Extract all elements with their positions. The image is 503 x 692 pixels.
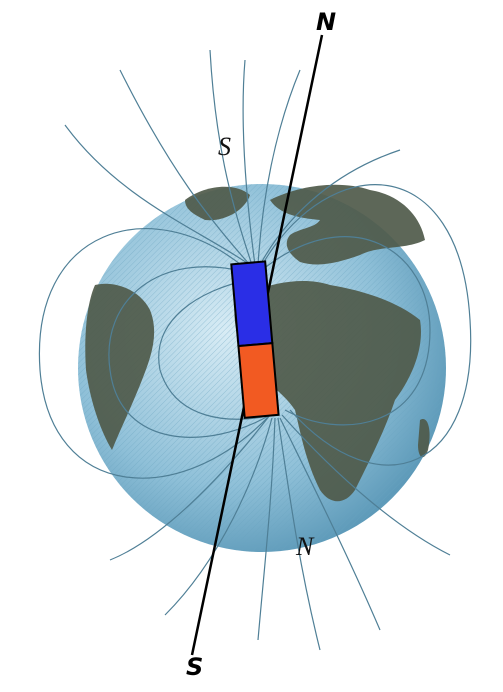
field-line [257,69,301,266]
geographic-north-label: N [316,8,336,36]
field-line [279,417,381,631]
field-lines [38,49,472,651]
europe [270,184,425,265]
field-line [261,184,472,466]
field-line [119,69,251,266]
magnet-blue-pole [230,260,274,348]
field-line [158,279,273,420]
field-line [108,266,271,438]
field-line [109,414,271,561]
magnet-red-pole [237,342,280,419]
field-line [38,228,271,479]
field-line [164,417,273,616]
field-line [259,149,401,266]
field-line [64,124,251,266]
magnetic-north-label: N [295,532,315,561]
field-line [277,417,321,651]
bar-magnet [230,260,280,419]
field-line [261,236,431,426]
magnetic-south-label: S [218,132,231,161]
greenland [185,186,250,221]
geographic-south-label: S [186,653,203,681]
madagascar [418,419,430,458]
africa [234,280,421,502]
field-line [209,49,253,266]
field-line [281,414,451,556]
field-line [242,59,256,266]
south-america [85,283,155,450]
field-line [257,417,276,641]
